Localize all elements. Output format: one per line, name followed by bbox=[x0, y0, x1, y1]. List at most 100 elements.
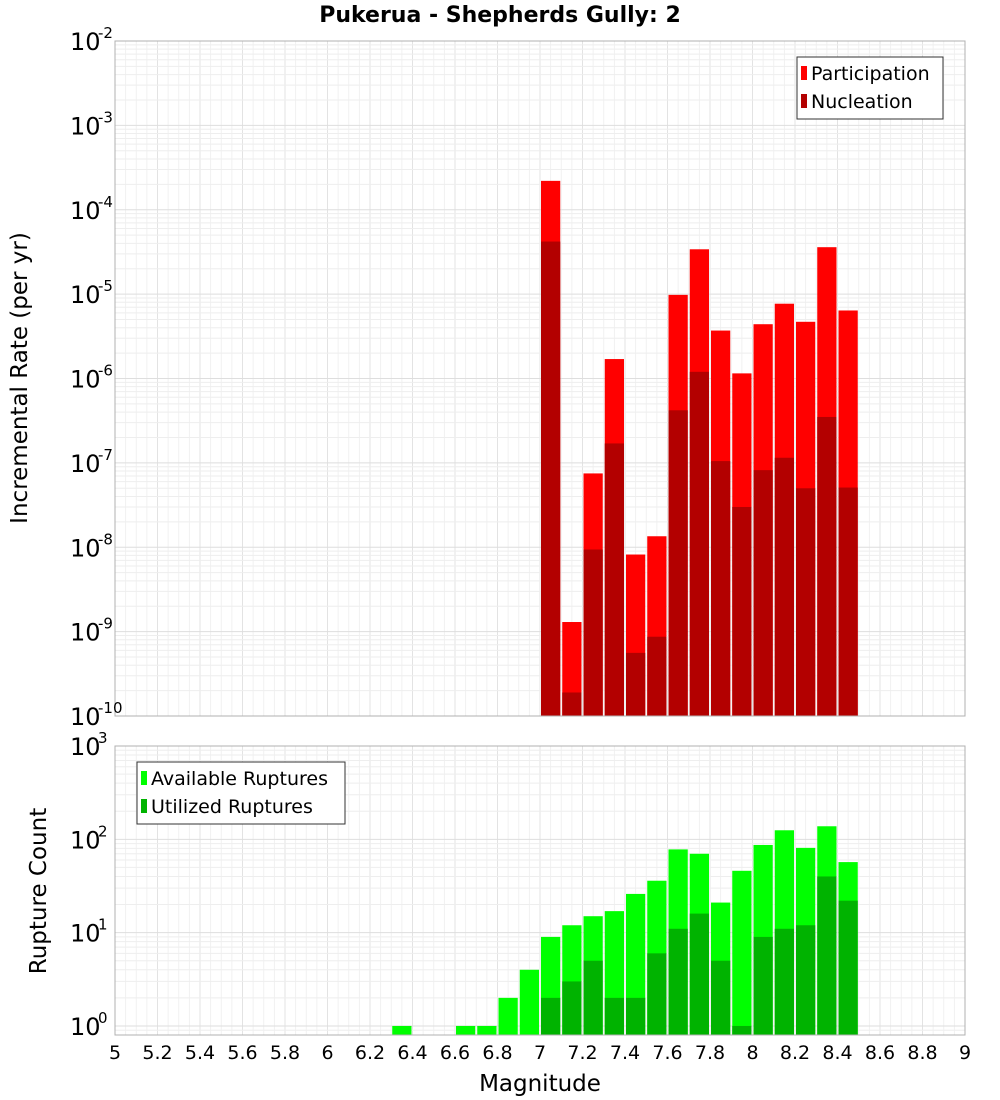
legend-label: Nucleation bbox=[811, 91, 913, 113]
legend-label: Available Ruptures bbox=[151, 768, 328, 790]
x-tick-label: 6.4 bbox=[397, 1042, 427, 1064]
y-tick-label: 10 bbox=[70, 619, 101, 647]
bottom-legend: Available Ruptures Utilized Ruptures bbox=[136, 761, 346, 825]
bar bbox=[817, 876, 837, 1035]
y-tick-label: 10 bbox=[70, 703, 101, 731]
y-tick-exponent: -6 bbox=[98, 362, 113, 380]
legend-swatch bbox=[801, 66, 807, 80]
bar bbox=[626, 652, 646, 716]
y-tick-label: 10 bbox=[70, 28, 101, 56]
bottom-y-axis-title: Rupture Count bbox=[26, 808, 52, 974]
y-tick-exponent: 0 bbox=[98, 1009, 108, 1027]
bar bbox=[838, 900, 858, 1035]
x-tick-label: 8.6 bbox=[865, 1042, 895, 1064]
x-tick-label: 5.2 bbox=[142, 1042, 172, 1064]
bar bbox=[562, 981, 582, 1035]
bar bbox=[753, 470, 773, 716]
y-tick-exponent: -9 bbox=[98, 615, 113, 633]
legend-swatch bbox=[141, 771, 147, 785]
bar bbox=[711, 461, 731, 716]
bar bbox=[604, 997, 624, 1035]
x-tick-label: 5.8 bbox=[270, 1042, 300, 1064]
bar bbox=[519, 969, 539, 1035]
x-tick-label: 7.4 bbox=[610, 1042, 640, 1064]
bottom-plot-frame bbox=[114, 745, 966, 1036]
y-tick-label: 10 bbox=[70, 1013, 101, 1041]
bar bbox=[647, 953, 667, 1035]
y-tick-label: 10 bbox=[70, 450, 101, 478]
bar bbox=[796, 925, 816, 1035]
x-ticks: 5 5.2 5.4 5.6 5.8 6 6.2 6.4 6.6 6.8 7 7.2 7.4 7.6 7.8 8… bbox=[109, 1042, 971, 1064]
top-plot: 10-1010-910-810-710-610-510-410-310-2Par… bbox=[70, 24, 966, 731]
x-tick-label: 6.6 bbox=[440, 1042, 470, 1064]
bar bbox=[541, 997, 561, 1035]
y-tick-exponent: 2 bbox=[98, 822, 108, 840]
y-tick-label: 10 bbox=[70, 920, 101, 948]
y-tick-label: 10 bbox=[70, 733, 101, 761]
y-tick-label: 10 bbox=[70, 112, 101, 140]
bar bbox=[689, 913, 709, 1035]
bar bbox=[796, 488, 816, 716]
y-tick-label: 10 bbox=[70, 197, 101, 225]
x-tick-label: 9 bbox=[959, 1042, 971, 1064]
bar bbox=[668, 410, 688, 716]
x-tick-label: 8.4 bbox=[822, 1042, 852, 1064]
x-tick-label: 5.4 bbox=[185, 1042, 215, 1064]
bar bbox=[817, 416, 837, 716]
top-y-axis-title: Incremental Rate (per yr) bbox=[7, 232, 33, 524]
bar bbox=[838, 487, 858, 716]
y-tick-exponent: -7 bbox=[98, 446, 113, 464]
x-axis-title: Magnitude bbox=[479, 1071, 601, 1097]
y-tick-label: 10 bbox=[70, 534, 101, 562]
chart-title: Pukerua - Shepherds Gully: 2 bbox=[319, 3, 681, 28]
legend-swatch bbox=[801, 94, 807, 108]
top-grid bbox=[114, 40, 966, 717]
y-tick-exponent: 3 bbox=[98, 729, 108, 747]
x-tick-label: 6.2 bbox=[355, 1042, 385, 1064]
bar bbox=[732, 1025, 752, 1035]
y-tick-label: 10 bbox=[70, 281, 101, 309]
x-tick-label: 8.8 bbox=[907, 1042, 937, 1064]
x-tick-label: 7.6 bbox=[652, 1042, 682, 1064]
bar bbox=[732, 506, 752, 716]
y-tick-exponent: -2 bbox=[98, 24, 113, 42]
bar bbox=[774, 928, 794, 1035]
legend-box bbox=[796, 56, 944, 120]
x-tick-label: 7.8 bbox=[695, 1042, 725, 1064]
bar bbox=[541, 241, 561, 717]
x-tick-label: 6 bbox=[321, 1042, 333, 1064]
bar bbox=[477, 1025, 497, 1035]
x-tick-label: 7.2 bbox=[567, 1042, 597, 1064]
bar bbox=[774, 457, 794, 716]
bar bbox=[583, 549, 603, 716]
y-tick-exponent: -8 bbox=[98, 530, 113, 548]
y-tick-exponent: -3 bbox=[98, 108, 113, 126]
x-tick-label: 8.2 bbox=[780, 1042, 810, 1064]
y-tick-label: 10 bbox=[70, 366, 101, 394]
legend-label: Participation bbox=[811, 63, 930, 85]
y-tick-exponent: -4 bbox=[98, 193, 113, 211]
y-tick-exponent: -10 bbox=[98, 699, 123, 717]
top-legend: Participation Nucleation bbox=[796, 56, 944, 120]
bar bbox=[647, 636, 667, 716]
bar bbox=[583, 960, 603, 1035]
bar bbox=[562, 692, 582, 716]
top-series-2 bbox=[541, 241, 858, 717]
bar bbox=[668, 928, 688, 1035]
x-tick-label: 7 bbox=[534, 1042, 546, 1064]
bar bbox=[711, 960, 731, 1035]
x-tick-label: 8 bbox=[746, 1042, 758, 1064]
x-tick-label: 5.6 bbox=[227, 1042, 257, 1064]
bar bbox=[498, 997, 518, 1035]
bar bbox=[732, 870, 752, 1035]
y-tick-exponent: -5 bbox=[98, 277, 113, 295]
legend-swatch bbox=[141, 799, 147, 813]
legend-label: Utilized Ruptures bbox=[151, 796, 313, 818]
y-tick-exponent: 1 bbox=[98, 916, 108, 934]
y-tick-label: 10 bbox=[70, 826, 101, 854]
legend-box bbox=[136, 761, 346, 825]
bar bbox=[604, 443, 624, 716]
